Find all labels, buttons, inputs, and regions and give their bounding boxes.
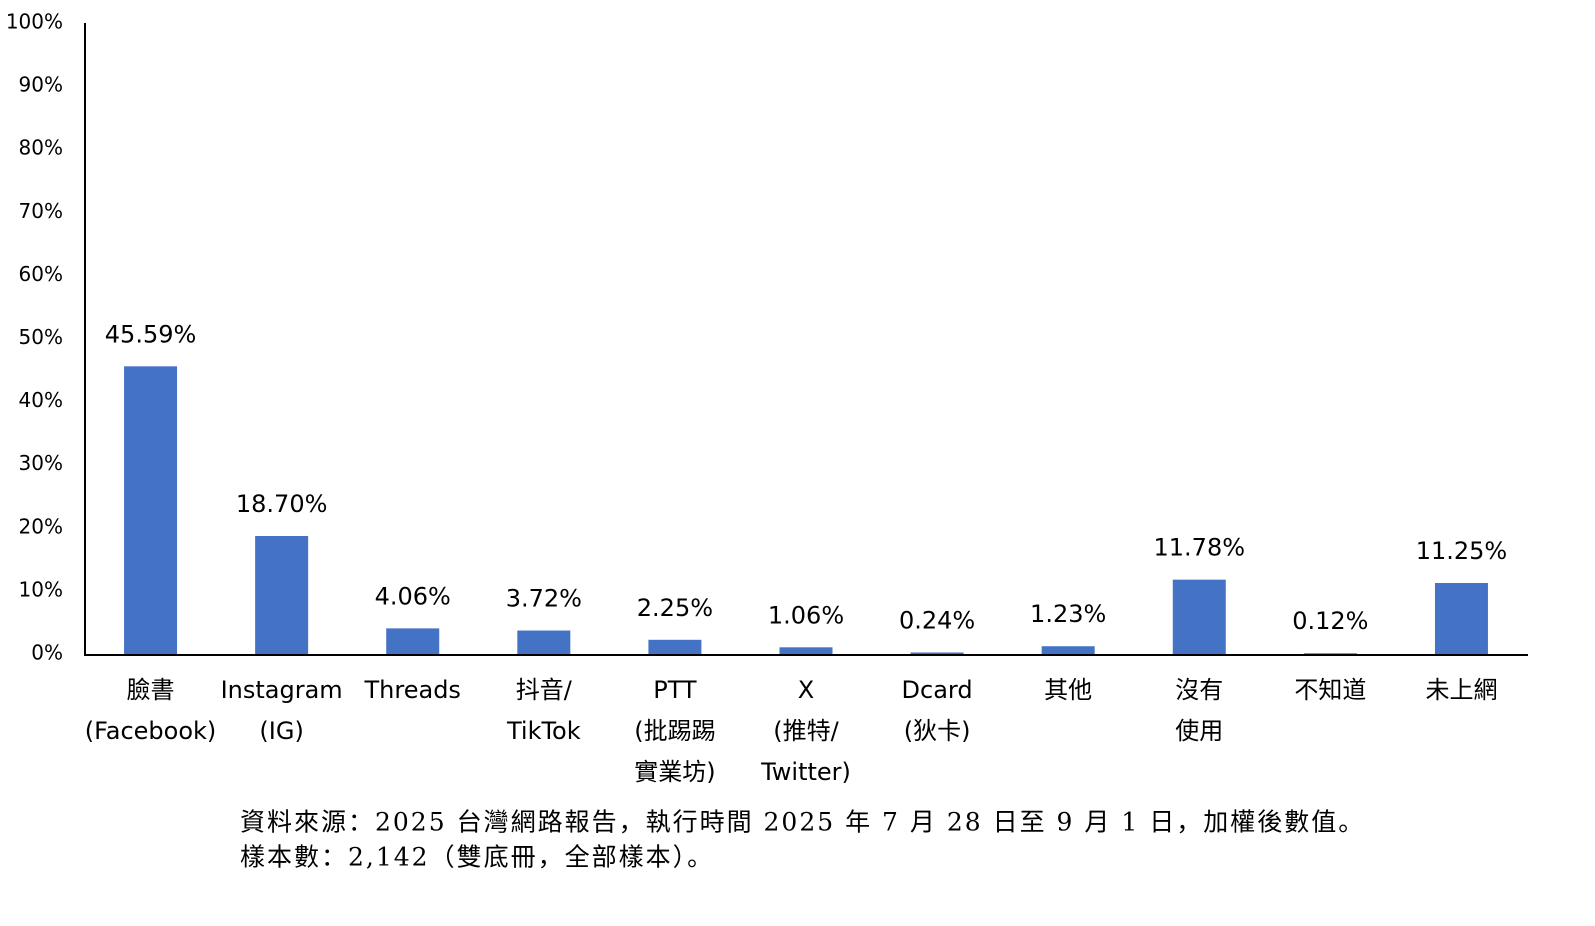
x-tick-label: (Facebook) bbox=[85, 717, 217, 745]
y-tick-label: 20% bbox=[19, 514, 63, 538]
y-tick-label: 50% bbox=[19, 325, 63, 349]
x-tick-label: Threads bbox=[364, 676, 461, 704]
x-tick-label: (推特/ bbox=[773, 717, 839, 745]
bar bbox=[124, 366, 178, 654]
y-tick-label: 40% bbox=[19, 388, 63, 412]
x-tick-label: Dcard bbox=[902, 676, 973, 704]
x-tick-label: X bbox=[798, 676, 814, 704]
bar bbox=[910, 652, 964, 654]
y-tick-label: 90% bbox=[19, 73, 63, 97]
x-tick-label: TikTok bbox=[506, 717, 581, 745]
x-tick-label: 沒有 bbox=[1175, 676, 1223, 704]
x-tick-label: 不知道 bbox=[1294, 676, 1366, 704]
y-tick-label: 10% bbox=[19, 577, 63, 601]
bar bbox=[779, 647, 833, 654]
value-label: 1.06% bbox=[768, 601, 844, 629]
x-tick-label: (批踢踢 bbox=[634, 717, 715, 745]
source-note: 資料來源：2025 台灣網路報告，執行時間 2025 年 7 月 28 日至 9… bbox=[240, 808, 1365, 837]
bar bbox=[1041, 646, 1095, 654]
value-label: 1.23% bbox=[1030, 600, 1106, 628]
bar bbox=[1303, 653, 1357, 654]
bar bbox=[648, 639, 702, 654]
bar bbox=[517, 630, 571, 654]
x-tick-label: 其他 bbox=[1044, 676, 1092, 704]
bar bbox=[255, 536, 309, 654]
x-tick-label: (IG) bbox=[259, 717, 303, 745]
x-tick-label: 使用 bbox=[1175, 717, 1223, 745]
y-tick-label: 60% bbox=[19, 262, 63, 286]
x-tick-label: 未上網 bbox=[1425, 676, 1497, 704]
x-tick-label: (狄卡) bbox=[904, 717, 971, 745]
bar bbox=[386, 628, 440, 654]
y-tick-label: 70% bbox=[19, 199, 63, 223]
value-label: 18.70% bbox=[236, 490, 328, 518]
value-label: 45.59% bbox=[105, 320, 197, 348]
x-tick-label: 實業坊) bbox=[634, 758, 715, 786]
value-label: 0.12% bbox=[1292, 607, 1368, 635]
value-label: 11.78% bbox=[1154, 534, 1246, 562]
x-tick-label: Instagram bbox=[221, 676, 343, 704]
x-tick-label: Twitter) bbox=[760, 758, 851, 786]
x-tick-label: 臉書 bbox=[127, 676, 175, 704]
y-tick-label: 30% bbox=[19, 451, 63, 475]
value-label: 3.72% bbox=[506, 585, 582, 613]
value-label: 2.25% bbox=[637, 594, 713, 622]
x-tick-label: 抖音/ bbox=[516, 676, 573, 704]
y-tick-label: 80% bbox=[19, 136, 63, 160]
x-tick-label: PTT bbox=[653, 676, 697, 704]
value-label: 0.24% bbox=[899, 606, 975, 634]
sample-note: 樣本數：2,142（雙底冊，全部樣本）。 bbox=[240, 843, 714, 872]
y-tick-label: 100% bbox=[6, 10, 63, 34]
value-label: 11.25% bbox=[1416, 537, 1508, 565]
y-tick-label: 0% bbox=[31, 641, 63, 665]
value-label: 4.06% bbox=[375, 582, 451, 610]
bar bbox=[1434, 583, 1488, 654]
bar bbox=[1172, 579, 1226, 654]
